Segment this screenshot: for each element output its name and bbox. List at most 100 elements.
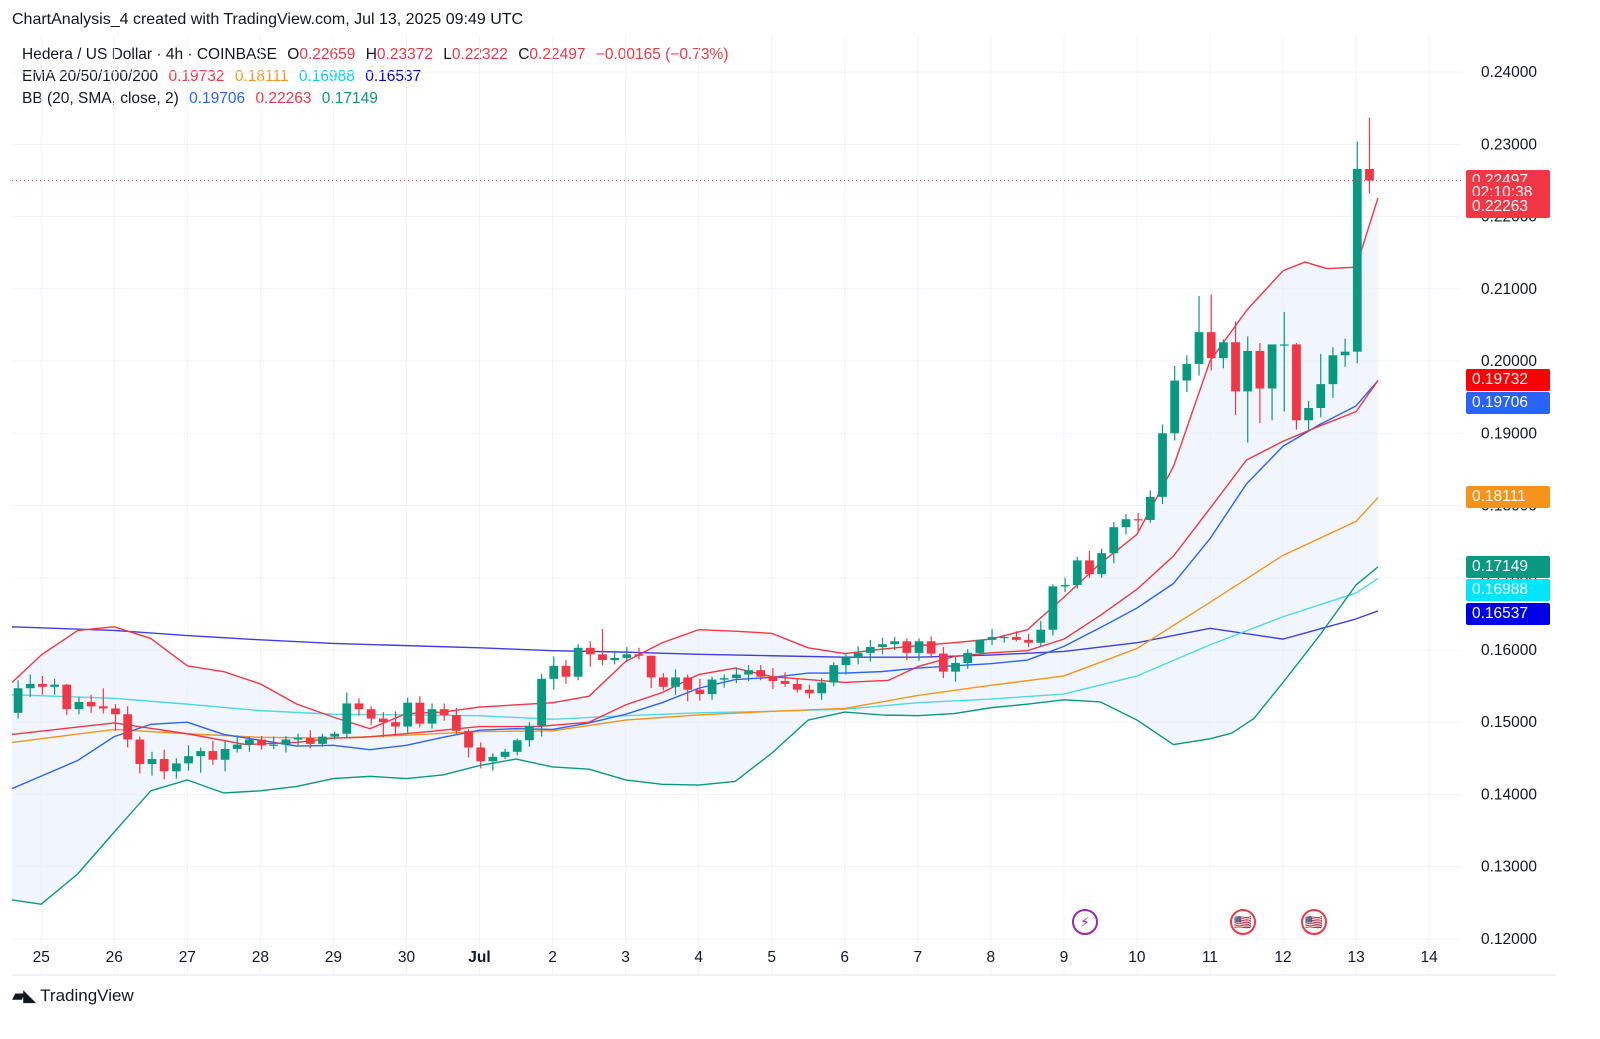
high-value: 0.23372	[376, 46, 433, 63]
candle-body	[841, 657, 851, 666]
ema100-line	[11, 577, 1379, 721]
candle-body	[805, 689, 814, 694]
candle-body	[464, 730, 473, 748]
candle-body	[1316, 384, 1326, 408]
candle	[1316, 353, 1326, 418]
candle	[1340, 338, 1350, 367]
candle	[1365, 117, 1374, 194]
candle-body	[86, 701, 96, 707]
candle	[111, 704, 120, 731]
candle-body	[171, 763, 181, 772]
candle-body	[196, 751, 206, 757]
candle-body	[537, 678, 546, 726]
candles	[13, 117, 1374, 780]
candle	[1182, 355, 1192, 393]
candle-body	[1365, 168, 1374, 181]
candle-body	[159, 759, 169, 772]
candle-body	[951, 662, 960, 672]
us-flag-event-icon-2[interactable]: 🇺🇸	[1300, 909, 1327, 935]
candle	[707, 676, 717, 700]
candle-body	[622, 654, 632, 658]
chart-grid	[12, 36, 1462, 975]
candle-body	[366, 709, 376, 719]
candle	[1085, 551, 1094, 578]
us-flag-event-icon[interactable]: 🇺🇸	[1229, 909, 1256, 935]
candle-body	[792, 683, 802, 690]
bb-fill	[12, 197, 1378, 905]
candle	[208, 740, 218, 765]
candle	[865, 639, 875, 662]
candle-body	[25, 683, 35, 689]
candle-body	[245, 739, 254, 745]
candle-body	[1097, 553, 1107, 575]
candle	[62, 683, 72, 715]
candle	[415, 696, 425, 728]
bollinger-bands	[12, 197, 1378, 905]
date-tick-label: 25	[33, 949, 50, 966]
candle	[914, 638, 924, 661]
candle-body	[232, 744, 242, 749]
candle	[427, 703, 437, 729]
candle	[220, 740, 230, 772]
candle	[744, 665, 753, 682]
price-tag: 0.18111	[1466, 486, 1550, 509]
candle	[500, 748, 510, 760]
candle	[1255, 342, 1265, 424]
bb-upper-value: 0.22263	[255, 90, 312, 107]
candle-body	[1267, 344, 1277, 389]
candle	[123, 706, 133, 748]
candle	[318, 733, 327, 747]
close-value: 0.22497	[529, 46, 586, 63]
bb-upper-line	[11, 197, 1379, 730]
date-tick-label: 2	[548, 949, 557, 966]
candle-body	[415, 702, 425, 724]
candle	[890, 636, 900, 650]
candle	[1304, 400, 1313, 432]
candle-body	[1060, 584, 1070, 587]
candle	[598, 629, 607, 666]
candle-body	[890, 641, 900, 645]
candle-body	[1352, 168, 1362, 352]
tradingview-brand[interactable]: ▰◣ TradingView	[12, 986, 134, 1006]
candle-body	[1048, 586, 1058, 630]
candle-body	[488, 756, 498, 762]
lightning-event-icon[interactable]: ⚡	[1072, 909, 1099, 935]
candle-body	[671, 677, 680, 687]
candle	[1352, 141, 1362, 364]
candle-body	[330, 733, 340, 737]
candle-body	[598, 654, 607, 661]
candle-body	[220, 748, 230, 760]
date-tick-label: 30	[398, 949, 416, 966]
candle-body	[1194, 332, 1204, 364]
close-label: C	[518, 46, 530, 63]
candle	[257, 735, 266, 750]
candle	[732, 667, 741, 684]
date-tick-label: 13	[1347, 949, 1364, 966]
chart-caption: ChartAnalysis_4 created with TradingView…	[12, 11, 524, 28]
candle	[999, 634, 1009, 643]
date-tick-label: 5	[767, 949, 776, 966]
candle-body	[1279, 344, 1289, 346]
date-tick-label: 14	[1421, 949, 1439, 966]
price-tick-label: 0.23000	[1481, 136, 1537, 153]
date-tick-label: 3	[621, 949, 630, 966]
symbol-title[interactable]: Hedera / US Dollar · 4h · COINBASE	[22, 46, 277, 63]
date-tick-label: 29	[325, 949, 342, 966]
candle-body	[38, 683, 47, 687]
price-tag: 0.19706	[1466, 392, 1550, 415]
candle-body	[963, 652, 973, 663]
candle-body	[817, 682, 826, 694]
bb-legend[interactable]: BB (20, SMA, close, 2) 0.19706 0.22263 0…	[22, 90, 384, 108]
candle-body	[1145, 496, 1155, 520]
date-tick-label: 7	[913, 949, 922, 966]
candle	[1133, 512, 1143, 531]
candle-body	[683, 677, 693, 690]
candle-body	[987, 636, 997, 640]
price-tick-label: 0.13000	[1481, 859, 1537, 876]
price-tag: 0.19732	[1466, 369, 1550, 392]
candle	[147, 751, 157, 776]
candle	[1060, 577, 1070, 593]
candle-body	[914, 641, 924, 653]
candle-body	[1109, 527, 1119, 554]
